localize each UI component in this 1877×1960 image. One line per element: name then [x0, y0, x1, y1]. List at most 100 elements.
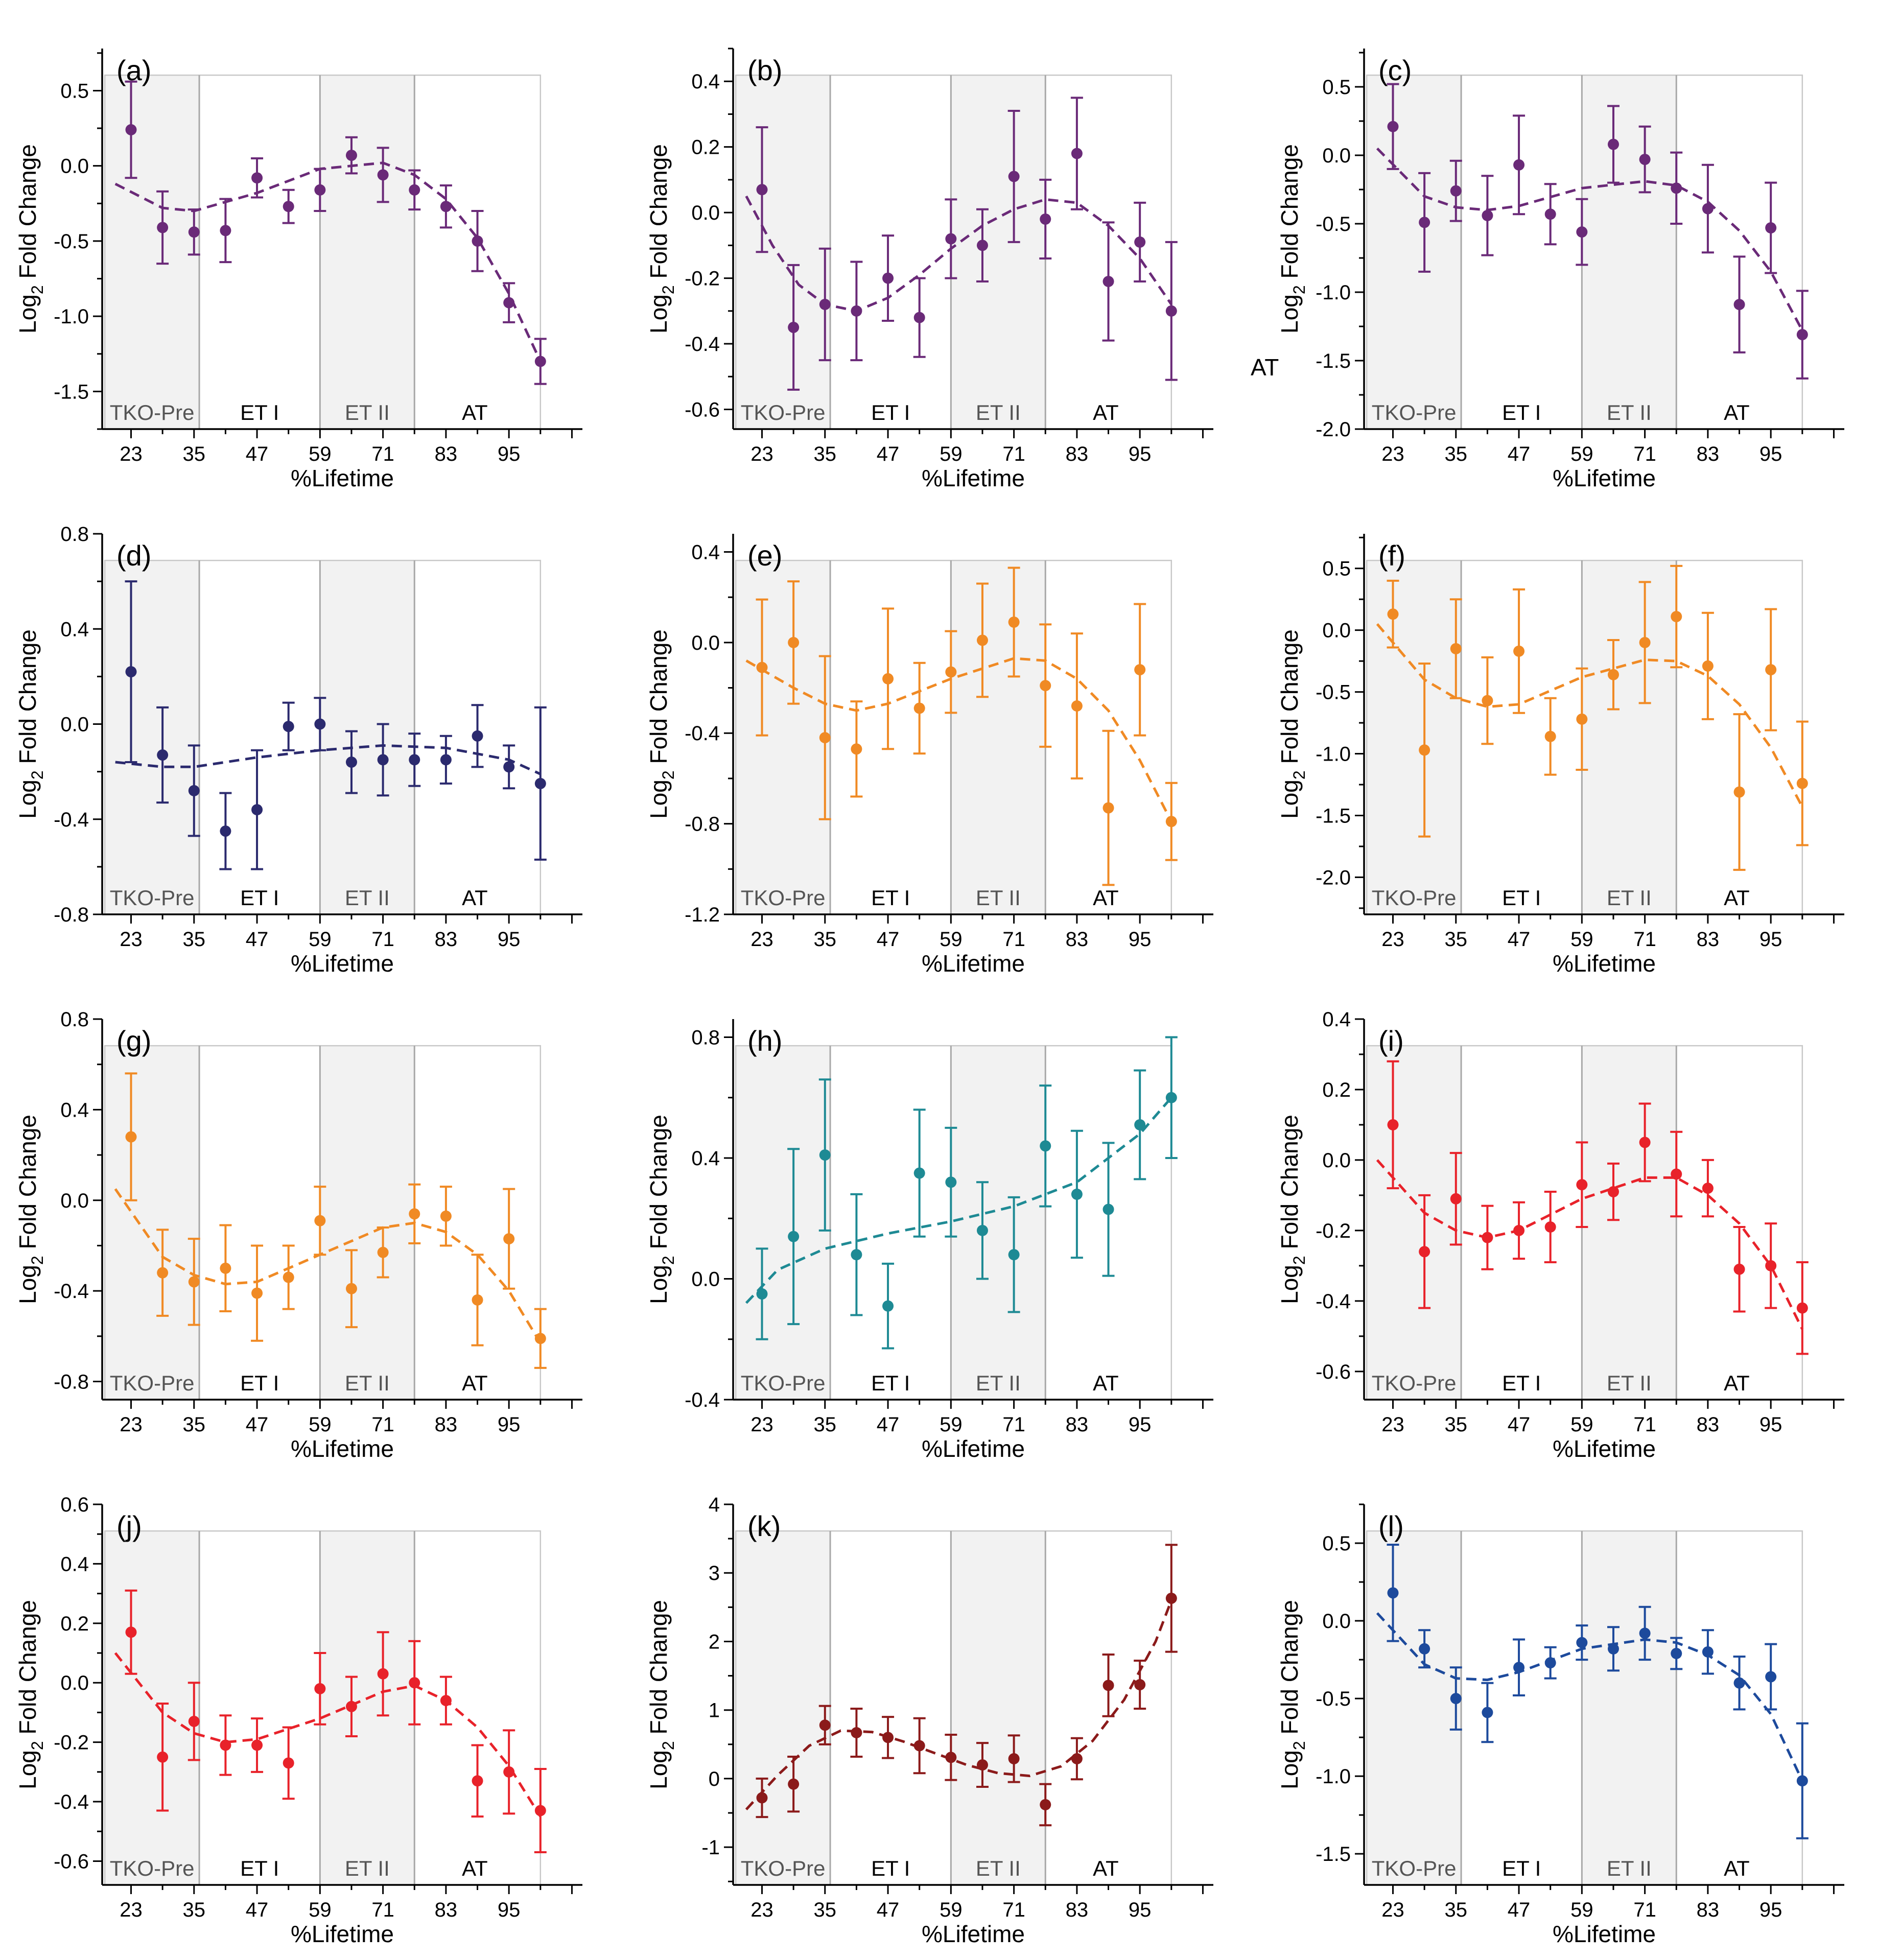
data-point [1040, 1140, 1051, 1152]
y-tick-label: 0.0 [60, 1190, 89, 1212]
x-tick-label: 23 [750, 443, 773, 465]
data-point [1765, 1671, 1777, 1683]
fit-curve [1376, 1159, 1804, 1330]
panel-e: TKO-Pre ET I ET II AT 23 35 47 59 71 83 95 %Lifetim… [645, 534, 1213, 977]
y-title-subscript: 2 [28, 1256, 46, 1265]
x-axis-title: %Lifetime [1553, 950, 1656, 977]
data-point [1702, 1646, 1714, 1658]
data-point [220, 1739, 231, 1751]
phase-label: ET II [976, 1856, 1021, 1880]
panel-label: (g) [116, 1025, 151, 1057]
phase-shade-0 [1367, 1531, 1462, 1885]
data-point [1513, 1224, 1525, 1236]
data-point [125, 1626, 137, 1638]
x-tick-label: 59 [1570, 443, 1593, 465]
phase-label: ET I [240, 400, 279, 424]
data-point [913, 1740, 925, 1752]
y-title-subscript: 2 [1290, 1256, 1308, 1265]
data-point [283, 1757, 294, 1769]
y-title-part: Fold Change [1276, 144, 1303, 285]
data-point [913, 702, 925, 714]
y-title-part: Fold Change [14, 1115, 41, 1256]
data-point [882, 673, 894, 684]
x-tick-label: 23 [1381, 1413, 1404, 1436]
y-tick-label: 0.4 [60, 1099, 89, 1121]
y-tick-label: 0.8 [60, 1008, 89, 1031]
x-tick-label: 83 [1697, 1413, 1720, 1436]
data-point [1450, 185, 1462, 197]
phase-label: ET I [1502, 400, 1541, 424]
panel-label: (h) [747, 1025, 782, 1057]
data-point [1639, 1627, 1651, 1639]
x-tick-label: 35 [1445, 928, 1468, 951]
data-point [1071, 1188, 1083, 1200]
y-tick-label: 0.0 [1322, 620, 1351, 642]
data-point [1450, 643, 1462, 654]
x-tick-label: 59 [940, 1413, 963, 1436]
data-point [1796, 1302, 1808, 1314]
data-point [1607, 669, 1619, 680]
phase-shade-2 [951, 560, 1046, 914]
phase-label: AT [1093, 886, 1119, 910]
phase-shade-0 [105, 75, 200, 429]
phase-shade-2 [320, 1531, 415, 1885]
y-title-subscript: 2 [28, 285, 46, 294]
x-tick-label: 95 [1759, 1899, 1782, 1921]
x-tick-label: 47 [877, 1413, 900, 1436]
y-tick-label: -0.5 [1316, 1688, 1351, 1710]
data-point [1576, 226, 1588, 238]
y-tick-label: 0.4 [60, 618, 89, 641]
y-axis-title: Log2 Fold Change [1276, 1115, 1308, 1304]
data-point [1482, 1232, 1493, 1243]
phase-label: AT [462, 886, 488, 910]
x-tick-label: 59 [940, 443, 963, 465]
y-axis-title: Log2 Fold Change [14, 1600, 46, 1789]
fit-curve [745, 1600, 1173, 1810]
data-point [409, 184, 420, 196]
y-tick-label: -0.2 [1316, 1220, 1351, 1242]
y-tick-label: 0.0 [60, 155, 89, 178]
data-point [1040, 213, 1051, 225]
panel-label: (k) [747, 1510, 781, 1542]
stray-at-label: AT [1251, 354, 1279, 381]
y-tick-label: -0.4 [1316, 1290, 1351, 1313]
x-tick-label: 47 [246, 1899, 269, 1921]
x-tick-label: 83 [1066, 1899, 1089, 1921]
data-point [503, 1766, 515, 1778]
data-point [1671, 1168, 1682, 1180]
y-title-subscript: 2 [659, 285, 677, 294]
data-point [1419, 744, 1430, 756]
y-tick-label: 0.8 [691, 1026, 720, 1049]
data-point [788, 1231, 800, 1242]
data-point [534, 1805, 546, 1816]
panel-label: (b) [747, 54, 782, 86]
data-point [976, 1759, 988, 1771]
y-title-subscript: 2 [659, 1741, 677, 1750]
x-tick-label: 59 [309, 1413, 332, 1436]
y-title-part: Fold Change [645, 144, 672, 285]
x-tick-label: 23 [120, 443, 143, 465]
phase-label: ET II [976, 400, 1021, 424]
data-point [283, 1271, 294, 1283]
phase-label: ET II [976, 886, 1021, 910]
fit-curve [745, 1097, 1172, 1304]
data-point [1544, 208, 1556, 220]
phase-shade-2 [320, 75, 415, 429]
data-point [1544, 1221, 1556, 1233]
y-tick-label: -0.4 [685, 722, 720, 745]
y-tick-label: 0.2 [1322, 1079, 1351, 1101]
phase-shade-2 [1582, 560, 1677, 914]
x-tick-label: 95 [498, 1413, 521, 1436]
data-point [251, 804, 263, 816]
x-axis-title: %Lifetime [1553, 1435, 1656, 1462]
data-point [756, 1792, 768, 1804]
data-point [1134, 1679, 1146, 1691]
x-tick-label: 95 [498, 1899, 521, 1921]
phase-label: TKO-Pre [110, 886, 195, 910]
data-point [1765, 222, 1777, 234]
x-tick-label: 95 [1129, 928, 1152, 951]
x-axis-title: %Lifetime [922, 1921, 1025, 1947]
data-point [125, 1131, 137, 1143]
